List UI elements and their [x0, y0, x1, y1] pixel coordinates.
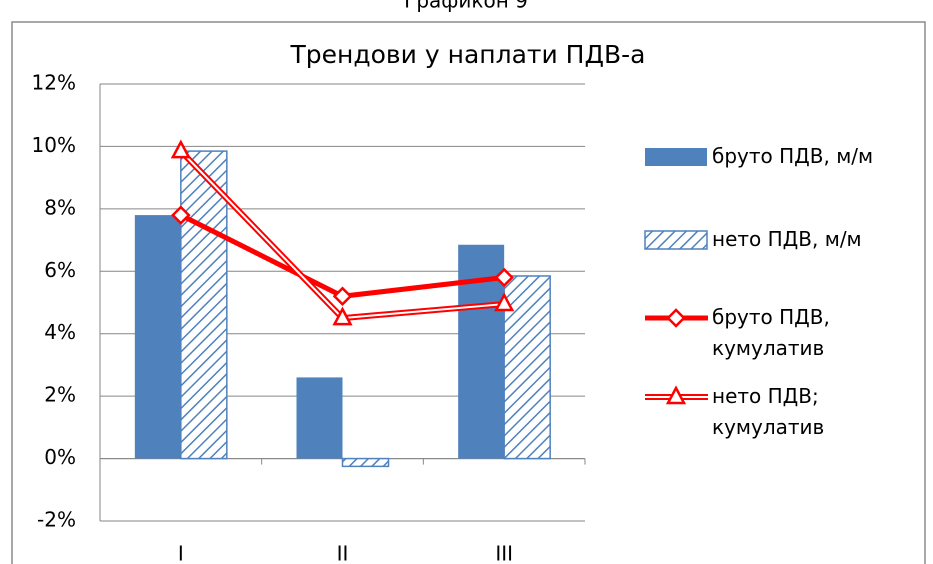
- line: [179, 212, 505, 299]
- legend-swatch: [644, 230, 708, 250]
- legend-label: бруто ПДВ, м/м: [712, 144, 874, 168]
- legend-label: нето ПДВ; кумулатив: [712, 384, 825, 439]
- legend-marker: [666, 308, 686, 328]
- bar: [341, 457, 390, 468]
- y-tick-label: 0%: [44, 445, 76, 469]
- y-tick-label: 2%: [44, 383, 76, 407]
- y-tick-label: -2%: [37, 508, 76, 532]
- marker: [332, 286, 353, 307]
- y-tick-label: 6%: [44, 258, 76, 282]
- caption: Графикон 9: [404, 0, 528, 13]
- marker: [494, 292, 515, 312]
- bar: [180, 150, 228, 460]
- legend-label: нето ПДВ, м/м: [712, 227, 862, 251]
- x-tick-label: III: [495, 542, 513, 564]
- x-tick-label: II: [337, 542, 349, 564]
- marker: [494, 267, 514, 288]
- y-tick-label: 8%: [44, 195, 76, 219]
- bar: [296, 377, 343, 459]
- marker: [332, 306, 353, 326]
- y-tick-label: 4%: [44, 320, 76, 344]
- chart-frame: [11, 21, 926, 564]
- x-tick-label: I: [178, 542, 184, 564]
- bar: [503, 275, 551, 460]
- legend-label: бруто ПДВ, кумулатив: [712, 305, 830, 360]
- bar: [134, 215, 181, 459]
- legend-swatch: [645, 148, 707, 166]
- y-tick-label: 10%: [32, 133, 76, 157]
- chart-title: Трендови у наплати ПДВ-а: [289, 40, 645, 69]
- legend-marker: [665, 385, 687, 405]
- marker: [171, 205, 191, 225]
- marker: [170, 139, 191, 159]
- y-tick-label: 12%: [32, 71, 76, 95]
